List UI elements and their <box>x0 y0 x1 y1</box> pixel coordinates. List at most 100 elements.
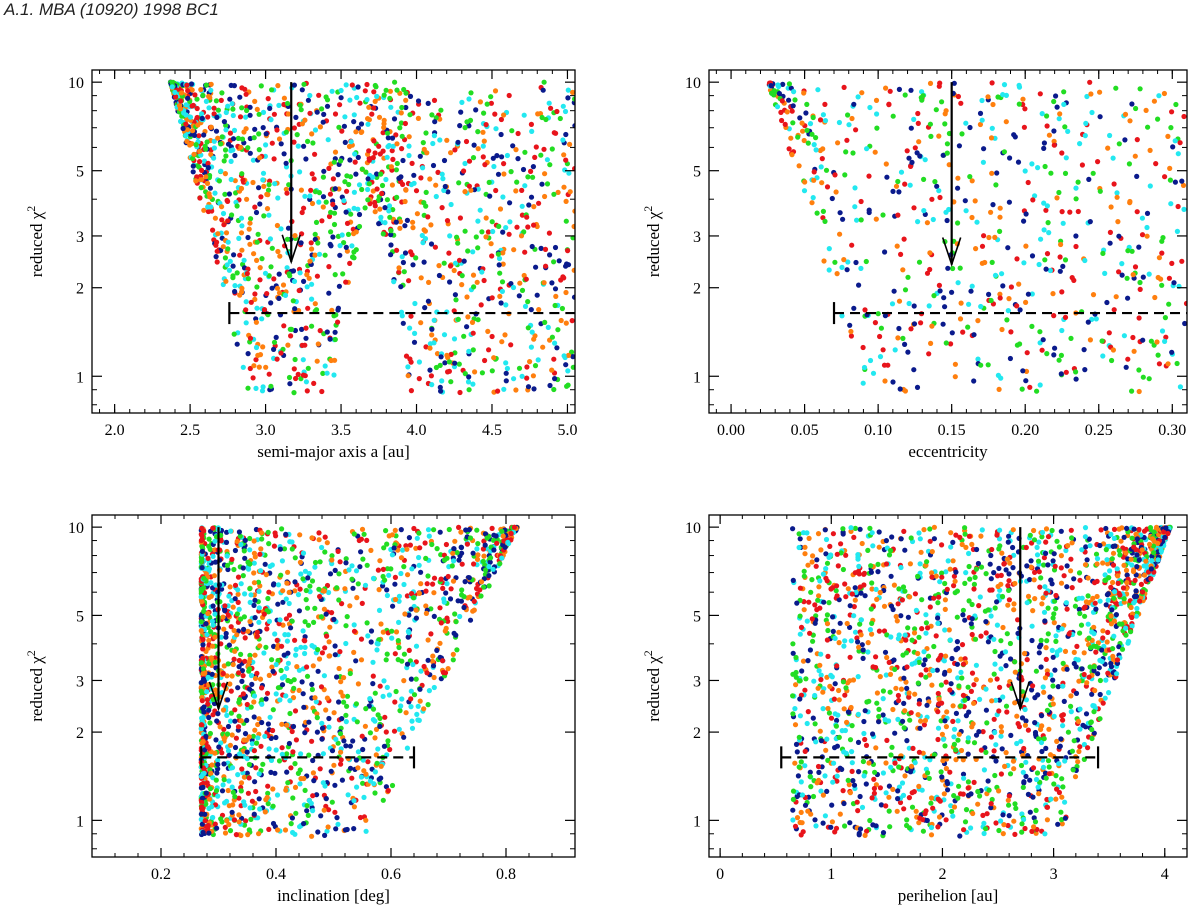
data-point <box>398 570 404 577</box>
data-point <box>538 152 544 158</box>
data-point <box>268 300 274 306</box>
data-point <box>322 549 328 555</box>
data-point <box>213 254 219 260</box>
data-point <box>254 106 260 112</box>
data-point <box>192 92 198 98</box>
data-point <box>842 172 848 178</box>
data-point <box>459 587 465 593</box>
data-point <box>406 612 412 618</box>
data-point <box>351 189 357 195</box>
data-point <box>209 804 215 810</box>
data-point <box>386 692 392 698</box>
data-point <box>830 729 836 735</box>
data-point <box>329 557 335 563</box>
data-point <box>271 276 277 282</box>
data-point <box>394 247 400 253</box>
data-point <box>1159 250 1165 256</box>
data-point <box>1119 261 1125 267</box>
data-point <box>456 524 462 531</box>
data-point <box>849 115 855 122</box>
data-point <box>407 93 414 99</box>
data-point <box>283 160 289 166</box>
y-axis-label: reduced χ2 <box>641 206 663 278</box>
data-point <box>211 111 217 117</box>
data-point <box>259 685 265 691</box>
data-point <box>826 267 832 273</box>
data-point <box>1082 257 1088 264</box>
data-point <box>1174 228 1180 234</box>
data-point <box>309 578 316 584</box>
data-point <box>392 581 398 587</box>
data-point <box>893 183 900 189</box>
data-point <box>381 743 387 749</box>
data-point <box>409 591 415 597</box>
data-point <box>390 207 396 213</box>
data-point <box>341 738 347 744</box>
data-point <box>287 326 293 332</box>
data-point <box>297 586 303 592</box>
data-point <box>1061 573 1067 579</box>
data-point <box>243 91 249 97</box>
data-point <box>331 210 338 216</box>
data-point <box>1131 348 1137 354</box>
data-point <box>407 356 413 362</box>
data-point <box>317 559 323 565</box>
data-point <box>1077 744 1083 750</box>
data-point <box>1051 352 1057 358</box>
data-point <box>230 263 236 269</box>
data-point <box>344 693 351 699</box>
data-point <box>232 152 238 159</box>
data-point <box>525 224 531 230</box>
data-point <box>355 154 361 160</box>
data-point <box>292 761 298 767</box>
data-point <box>991 716 997 722</box>
data-point <box>916 634 922 640</box>
data-point <box>199 544 205 550</box>
data-point <box>413 615 419 621</box>
data-point <box>277 253 283 259</box>
data-point <box>988 297 994 304</box>
data-point <box>285 111 291 117</box>
data-point <box>377 723 383 730</box>
data-point <box>203 621 209 627</box>
data-point <box>390 156 396 162</box>
data-point <box>281 95 287 101</box>
data-point <box>1108 204 1114 210</box>
data-point <box>408 388 414 394</box>
data-point <box>324 103 331 109</box>
data-point <box>322 363 328 369</box>
data-point <box>1095 159 1101 165</box>
data-point <box>177 103 183 109</box>
data-point <box>928 133 934 139</box>
data-point <box>379 190 385 197</box>
data-point <box>996 386 1002 392</box>
data-point <box>220 244 226 250</box>
data-point <box>1023 243 1029 249</box>
data-point <box>484 101 490 107</box>
data-point <box>1122 137 1128 143</box>
data-point <box>342 827 349 833</box>
data-point <box>814 210 820 216</box>
data-point <box>339 232 345 238</box>
data-point <box>310 663 316 669</box>
data-point <box>452 611 458 617</box>
data-point <box>945 787 951 793</box>
data-point <box>297 824 303 830</box>
data-point <box>215 757 221 763</box>
data-point <box>199 565 205 571</box>
data-point <box>326 213 333 220</box>
data-point <box>968 288 974 294</box>
data-point <box>244 271 250 277</box>
data-point <box>480 546 486 552</box>
data-point <box>507 219 513 225</box>
data-point <box>413 607 419 613</box>
data-point <box>1058 241 1064 248</box>
data-point <box>1084 93 1090 100</box>
data-point <box>203 82 209 88</box>
data-point <box>326 589 332 596</box>
data-point <box>1014 256 1020 262</box>
data-point <box>240 573 246 579</box>
data-point <box>198 558 204 565</box>
data-point <box>200 655 206 661</box>
data-point <box>1082 367 1088 373</box>
